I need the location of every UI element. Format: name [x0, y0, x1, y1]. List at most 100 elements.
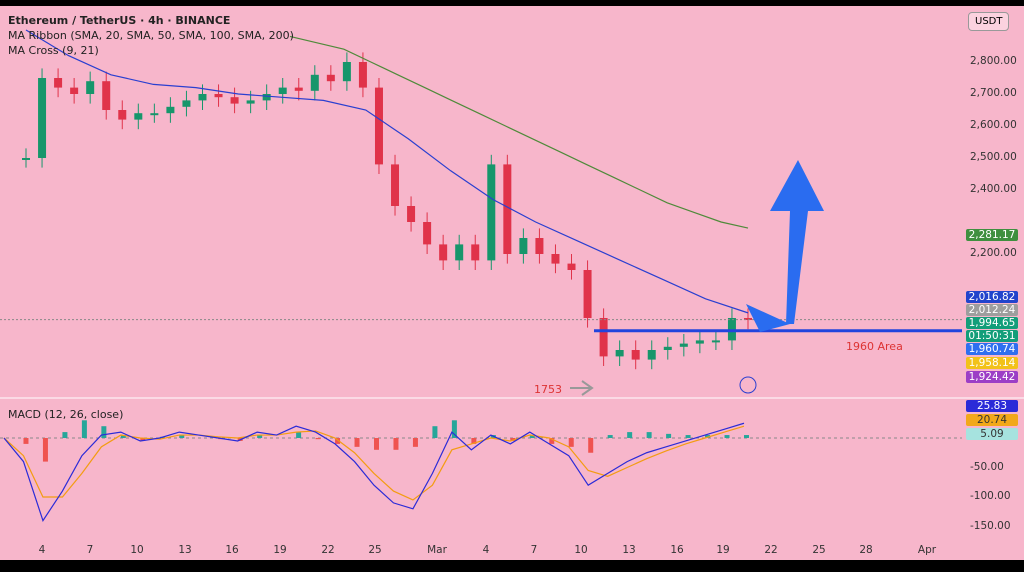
candle: [711, 340, 720, 343]
candle: [679, 343, 688, 347]
macd-histogram-bar: [412, 438, 418, 447]
candle: [310, 74, 319, 91]
date-tick: Mar: [427, 544, 447, 556]
macd-histogram-bar: [393, 438, 399, 450]
candle: [246, 100, 255, 104]
date-tick: Apr: [917, 544, 937, 556]
macd-histogram-bar: [685, 435, 691, 438]
macd-histogram-bar: [81, 420, 87, 438]
candle: [54, 78, 63, 88]
macd-value-label: 20.74: [966, 414, 1018, 426]
date-tick: 22: [321, 544, 335, 556]
chart-area[interactable]: Ethereum / TetherUS · 4h · BINANCE MA Ri…: [0, 6, 1024, 560]
candle: [166, 106, 175, 114]
candle: [326, 74, 335, 82]
candle: [407, 206, 416, 222]
macd-tick: -100.00: [970, 490, 1011, 502]
macd-histogram-bar: [101, 426, 107, 438]
candle: [182, 100, 191, 107]
price-tick: 2,800.00: [970, 55, 1017, 67]
macd-histogram-bar: [549, 438, 555, 444]
candle: [615, 350, 624, 357]
macd-histogram-bar: [179, 435, 185, 438]
candle: [150, 113, 159, 116]
date-tick: 19: [273, 544, 287, 556]
macd-value-label: 5.09: [966, 428, 1018, 440]
candle: [214, 94, 223, 98]
sma100-line: [25, 29, 749, 314]
macd-histogram-bar: [744, 435, 749, 438]
macd-histogram-bar: [296, 432, 302, 438]
price-label: 2,281.17: [966, 229, 1018, 241]
macd-histogram-bar: [724, 435, 730, 438]
candle: [535, 238, 544, 254]
lightning-icon: [739, 376, 757, 394]
macd-legend[interactable]: MACD (12, 26, close): [8, 408, 124, 421]
macd-histogram-bar: [42, 438, 48, 462]
candle: [86, 81, 95, 94]
signal-line: [3, 425, 745, 501]
candle: [134, 113, 143, 120]
date-tick: 10: [130, 544, 144, 556]
macd-histogram-bar: [257, 435, 263, 438]
candle: [198, 94, 207, 101]
candle: [278, 87, 287, 94]
chart-canvas[interactable]: [0, 6, 1024, 560]
date-tick: 10: [574, 544, 588, 556]
macd-histogram-bar: [23, 438, 29, 444]
pointer-arrow-icon: [570, 380, 594, 396]
ma-cross-legend[interactable]: MA Cross (9, 21): [8, 44, 99, 57]
candle: [663, 346, 672, 350]
date-tick: 13: [178, 544, 192, 556]
date-tick: 25: [812, 544, 826, 556]
candle: [70, 87, 79, 94]
price-tick: 2,200.00: [970, 247, 1017, 259]
symbol-title: Ethereum / TetherUS · 4h · BINANCE: [8, 14, 231, 27]
date-tick: 28: [859, 544, 873, 556]
date-tick: 19: [716, 544, 730, 556]
macd-tick: -50.00: [970, 460, 1004, 473]
macd-value-label: 25.83: [966, 400, 1018, 412]
candle: [583, 270, 592, 318]
date-tick: 13: [622, 544, 636, 556]
date-tick: 7: [86, 544, 94, 556]
candle: [471, 244, 480, 261]
price-tick: 2,700.00: [970, 87, 1017, 99]
candle: [519, 238, 528, 254]
candle: [342, 62, 351, 82]
price-tick: 2,600.00: [970, 119, 1017, 131]
macd-histogram-bar: [568, 438, 574, 447]
currency-button[interactable]: USDT: [968, 12, 1010, 31]
candle: [439, 244, 448, 261]
macd-histogram-bar: [335, 438, 341, 444]
price-label: 1,960.74: [966, 343, 1018, 355]
date-tick: 22: [764, 544, 778, 556]
candle: [374, 87, 383, 165]
candle: [695, 340, 704, 344]
candle: [391, 164, 400, 206]
candle: [230, 97, 239, 104]
candle: [599, 318, 608, 357]
candle: [118, 110, 127, 120]
date-tick: 7: [530, 544, 538, 556]
macd-histogram-bar: [140, 438, 146, 441]
candle: [102, 81, 111, 110]
right-arrow-icon: [746, 304, 790, 332]
price-label: 2,012.24: [966, 304, 1018, 316]
macd-histogram-bar: [666, 433, 672, 438]
candle: [727, 318, 736, 341]
area-label: 1960 Area: [846, 340, 903, 353]
macd-histogram-bar: [451, 420, 457, 438]
macd-histogram-bar: [120, 435, 126, 438]
date-tick: 4: [482, 544, 490, 556]
candle: [631, 350, 640, 360]
candle: [551, 254, 560, 264]
macd-histogram-bar: [510, 438, 516, 441]
macd-histogram-bar: [354, 438, 360, 447]
ma-ribbon-legend[interactable]: MA Ribbon (SMA, 20, SMA, 50, SMA, 100, S…: [8, 29, 294, 42]
macd-tick: -150.00: [970, 519, 1011, 532]
macd-histogram-bar: [646, 432, 652, 438]
macd-histogram-bar: [627, 432, 633, 438]
sma200-line: [289, 35, 749, 229]
candle: [262, 94, 271, 101]
